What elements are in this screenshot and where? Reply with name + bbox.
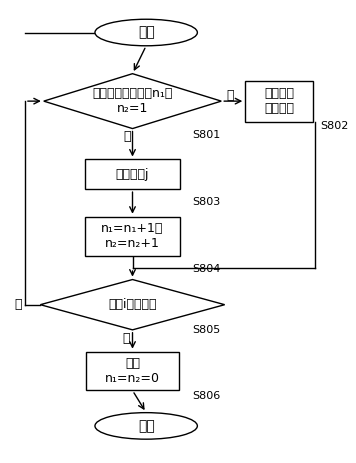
Ellipse shape [95,413,197,439]
Polygon shape [40,280,225,330]
Text: 当前半环插入标记n₁或
n₂=1: 当前半环插入标记n₁或 n₂=1 [92,87,173,115]
Text: n₁=n₁+1或
n₂=n₂+1: n₁=n₁+1或 n₂=n₂+1 [101,222,164,250]
Text: 插入相位j: 插入相位j [116,168,149,181]
Text: S802: S802 [320,121,349,131]
Text: S801: S801 [192,131,220,140]
Ellipse shape [95,19,197,46]
Text: 否: 否 [124,130,131,144]
Polygon shape [44,74,221,129]
Text: S805: S805 [192,325,220,335]
Text: S806: S806 [192,391,220,401]
Text: 否: 否 [15,298,22,311]
Text: 开始: 开始 [138,25,155,39]
Text: 结束: 结束 [138,419,155,433]
FancyBboxPatch shape [245,81,313,122]
FancyBboxPatch shape [87,351,179,390]
Text: 是: 是 [122,332,130,344]
Text: 周期i是否结束: 周期i是否结束 [108,298,157,311]
Text: 配时不变
保存请求: 配时不变 保存请求 [264,87,294,115]
FancyBboxPatch shape [85,217,180,256]
FancyBboxPatch shape [85,159,180,189]
Text: S804: S804 [192,264,221,274]
Text: 是: 是 [226,89,234,102]
Text: S803: S803 [192,197,220,207]
Text: 重置
n₁=n₂=0: 重置 n₁=n₂=0 [105,357,160,385]
